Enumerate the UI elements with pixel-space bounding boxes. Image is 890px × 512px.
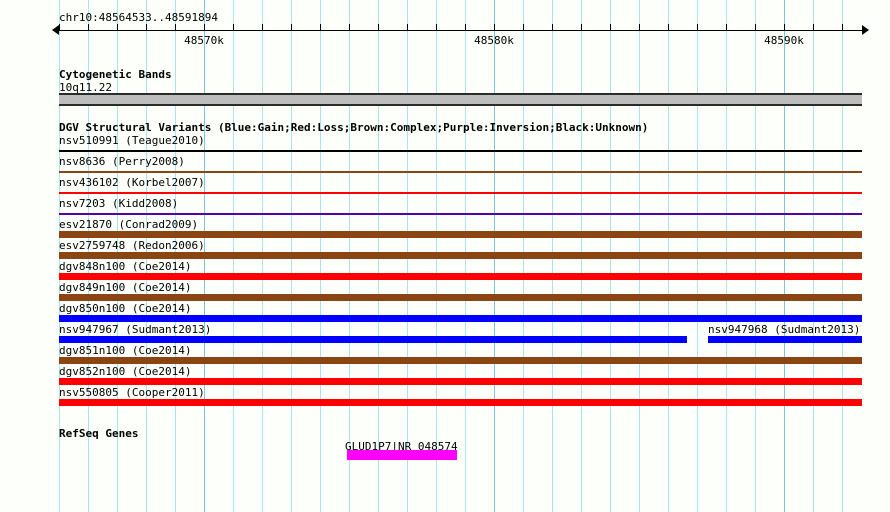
variant-track-label[interactable]: nsv947967 (Sudmant2013) bbox=[59, 323, 212, 336]
variant-track-label[interactable]: nsv8636 (Perry2008) bbox=[59, 155, 185, 168]
variant-track-label[interactable]: nsv947968 (Sudmant2013) bbox=[708, 323, 861, 336]
ruler-tick bbox=[117, 24, 118, 31]
arrow-right-icon[interactable] bbox=[862, 25, 869, 35]
ruler-tick bbox=[175, 24, 176, 31]
cytogenetic-heading: Cytogenetic Bands bbox=[59, 68, 172, 81]
locus-label: chr10:48564533..48591894 bbox=[59, 11, 218, 24]
ruler-tick bbox=[755, 24, 756, 31]
variant-bar[interactable] bbox=[59, 399, 862, 406]
ruler-axis-line bbox=[59, 30, 862, 31]
ruler-tick bbox=[146, 24, 147, 31]
variant-bar[interactable] bbox=[59, 315, 862, 322]
variant-bar[interactable] bbox=[59, 294, 862, 301]
ruler-tick bbox=[581, 24, 582, 31]
variant-bar[interactable] bbox=[59, 231, 862, 238]
ruler-tick bbox=[784, 24, 785, 31]
ruler-tick bbox=[291, 24, 292, 31]
ruler-tick bbox=[204, 24, 205, 31]
ruler-tick bbox=[610, 24, 611, 31]
ruler-tick bbox=[320, 24, 321, 31]
dgv-heading: DGV Structural Variants (Blue:Gain;Red:L… bbox=[59, 121, 649, 134]
ruler-tick bbox=[59, 24, 60, 31]
gene-bar[interactable] bbox=[347, 450, 457, 460]
variant-track-label[interactable]: dgv851n100 (Coe2014) bbox=[59, 344, 192, 357]
variant-track-label[interactable]: esv2759748 (Redon2006) bbox=[59, 239, 205, 252]
arrow-left-icon[interactable] bbox=[52, 25, 59, 35]
variant-track-label[interactable]: dgv850n100 (Coe2014) bbox=[59, 302, 192, 315]
variant-track-label[interactable]: nsv436102 (Korbel2007) bbox=[59, 176, 205, 189]
ruler-tick bbox=[233, 24, 234, 31]
ruler-tick bbox=[88, 24, 89, 31]
ruler-tick bbox=[697, 24, 698, 31]
variant-track-label[interactable]: nsv7203 (Kidd2008) bbox=[59, 197, 179, 210]
variant-track-label[interactable]: nsv510991 (Teague2010) bbox=[59, 134, 205, 147]
variant-track-label[interactable]: esv21870 (Conrad2009) bbox=[59, 218, 199, 231]
gene-label[interactable]: GLUD1P7|NR_048574 bbox=[345, 440, 458, 453]
refseq-heading: RefSeq Genes bbox=[59, 427, 139, 440]
variant-bar[interactable] bbox=[59, 357, 862, 364]
variant-bar[interactable] bbox=[59, 336, 687, 343]
ruler-tick bbox=[436, 24, 437, 31]
variant-bar[interactable] bbox=[59, 273, 862, 280]
variant-bar[interactable] bbox=[708, 336, 862, 343]
variant-bar[interactable] bbox=[59, 150, 862, 152]
variant-bar[interactable] bbox=[59, 378, 862, 385]
ruler-tick bbox=[494, 24, 495, 31]
ruler-tick bbox=[639, 24, 640, 31]
ruler-tick-label: 48590k bbox=[764, 34, 804, 47]
variant-track-label[interactable]: nsv550805 (Cooper2011) bbox=[59, 386, 205, 399]
variant-bar[interactable] bbox=[59, 192, 862, 194]
ruler-tick bbox=[378, 24, 379, 31]
ruler-tick bbox=[668, 24, 669, 31]
cytoband-bar[interactable] bbox=[59, 93, 862, 106]
ruler-tick bbox=[523, 24, 524, 31]
variant-track-label[interactable]: dgv852n100 (Coe2014) bbox=[59, 365, 192, 378]
ruler-tick-label: 48580k bbox=[474, 34, 514, 47]
ruler-tick bbox=[552, 24, 553, 31]
cytoband-label: 10q11.22 bbox=[59, 81, 112, 94]
variant-bar[interactable] bbox=[59, 213, 862, 215]
ruler-tick bbox=[262, 24, 263, 31]
variant-bar[interactable] bbox=[59, 252, 862, 259]
ruler-tick bbox=[726, 24, 727, 31]
ruler-tick bbox=[842, 24, 843, 31]
ruler-tick bbox=[349, 24, 350, 31]
ruler-tick bbox=[407, 24, 408, 31]
coordinate-ruler[interactable]: chr10:48564533..48591894 48570k 48580k 485… bbox=[0, 0, 890, 52]
ruler-tick-label: 48570k bbox=[184, 34, 224, 47]
ruler-tick bbox=[465, 24, 466, 31]
ruler-tick bbox=[813, 24, 814, 31]
variant-bar[interactable] bbox=[59, 171, 862, 173]
variant-track-label[interactable]: dgv848n100 (Coe2014) bbox=[59, 260, 192, 273]
variant-track-label[interactable]: dgv849n100 (Coe2014) bbox=[59, 281, 192, 294]
